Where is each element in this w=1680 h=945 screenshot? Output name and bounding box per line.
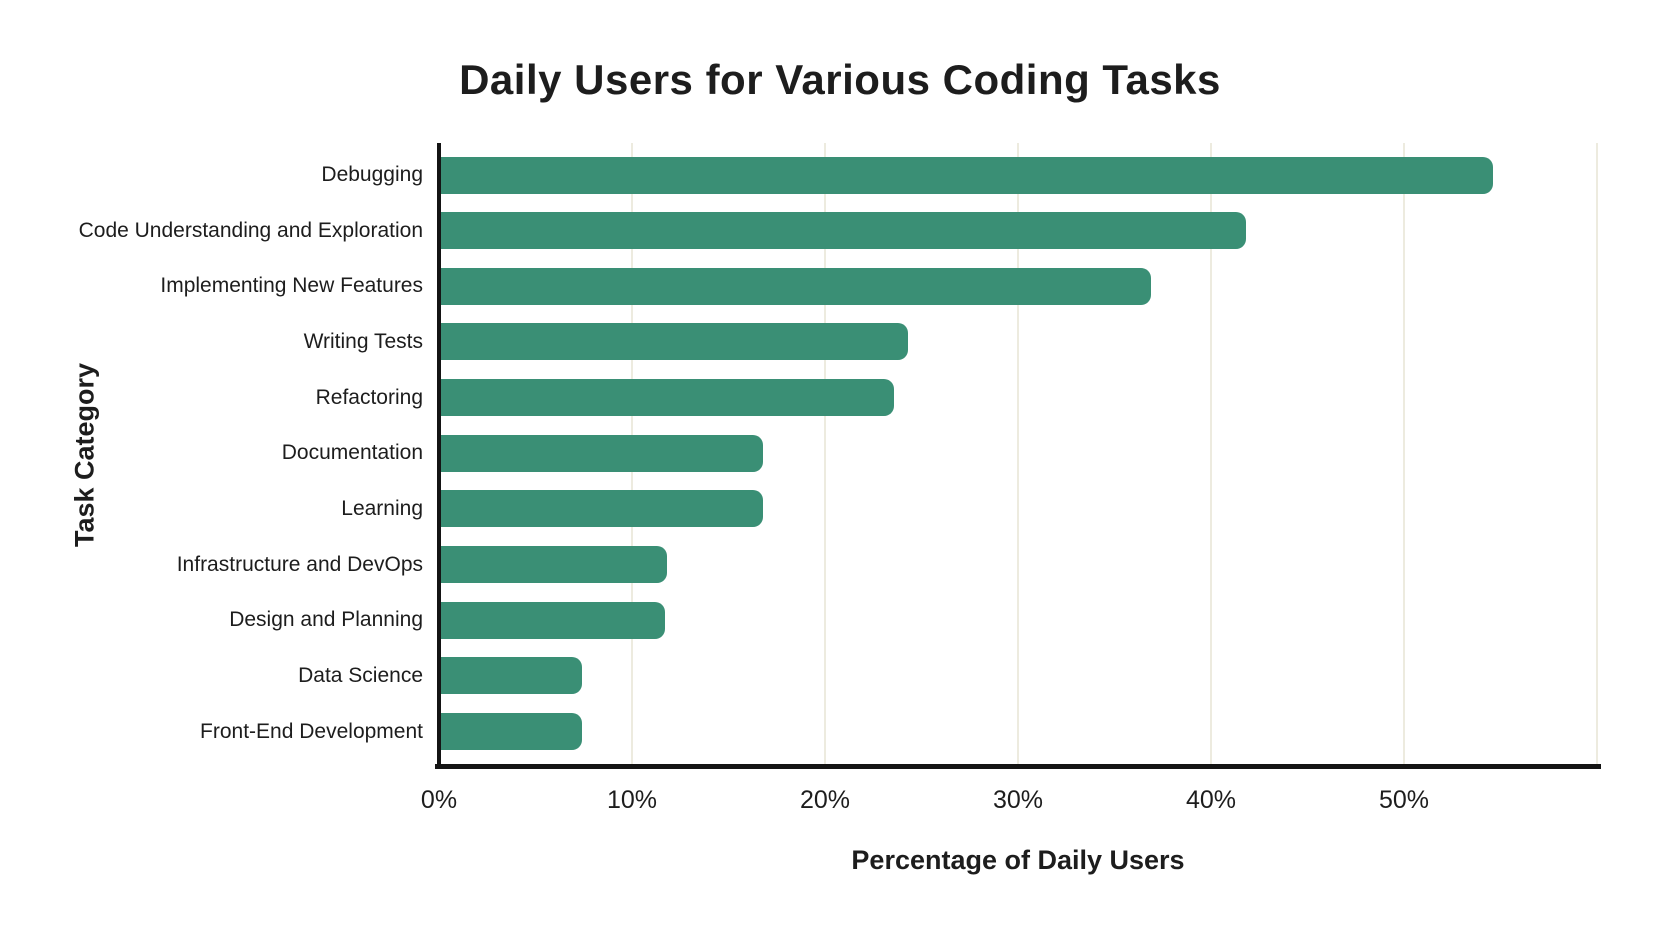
bar: [439, 379, 895, 417]
category-label: Implementing New Features: [160, 274, 423, 298]
bar: [439, 323, 908, 361]
category-label: Front-End Development: [200, 719, 423, 743]
bar: [439, 434, 764, 472]
bar: [439, 212, 1246, 250]
category-label: Refactoring: [315, 385, 423, 409]
bar: [439, 267, 1152, 305]
bar: [439, 713, 582, 751]
plot-area: [435, 143, 1601, 769]
gridline: [1210, 143, 1212, 764]
category-label: Learning: [341, 496, 423, 520]
x-axis-title: Percentage of Daily Users: [851, 845, 1185, 875]
bar: [439, 601, 665, 639]
x-tick-label: 20%: [799, 786, 851, 814]
gridline: [824, 143, 826, 764]
bar: [439, 156, 1493, 194]
x-tick-label: 30%: [992, 786, 1044, 814]
gridline: [1403, 143, 1405, 764]
category-label: Documentation: [281, 441, 423, 465]
category-label: Data Science: [298, 663, 423, 687]
bar: [439, 490, 764, 528]
bar: [439, 546, 667, 584]
category-label: Design and Planning: [229, 608, 423, 632]
x-axis-line: [435, 764, 1601, 769]
category-label: Code Understanding and Exploration: [78, 218, 423, 242]
x-tick-label: 10%: [606, 786, 658, 814]
x-tick-label: 50%: [1378, 786, 1430, 814]
category-label: Infrastructure and DevOps: [176, 552, 423, 576]
y-axis-line: [437, 143, 441, 768]
category-label: Writing Tests: [303, 329, 423, 353]
gridline: [1596, 143, 1598, 764]
category-label: Debugging: [321, 163, 423, 186]
bar: [439, 657, 582, 695]
chart-title: Daily Users for Various Coding Tasks: [459, 56, 1221, 103]
x-tick-label: 0%: [420, 786, 458, 814]
gridline: [1017, 143, 1019, 764]
x-tick-label: 40%: [1185, 786, 1237, 814]
